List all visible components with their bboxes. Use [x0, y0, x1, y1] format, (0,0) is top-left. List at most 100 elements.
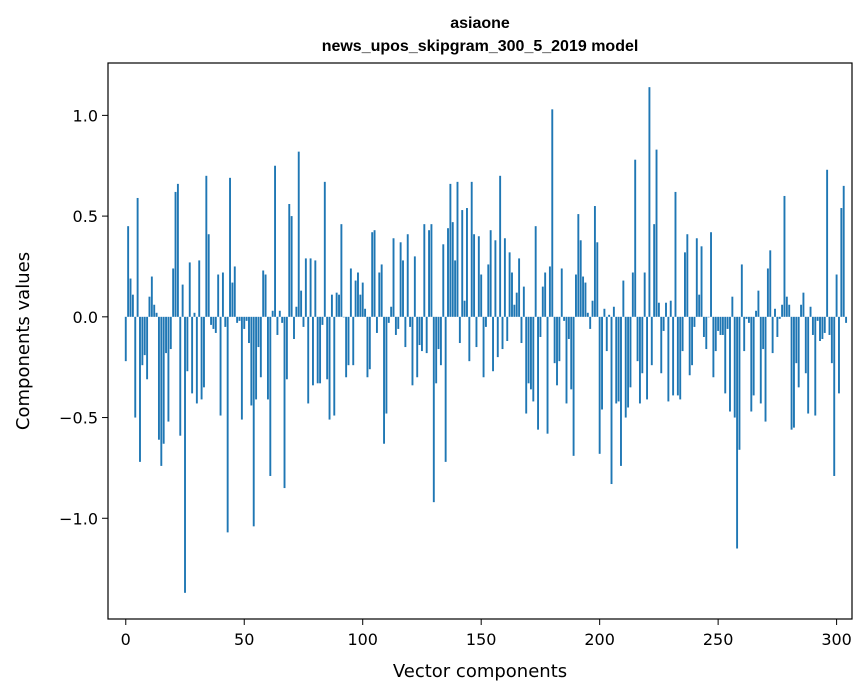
- bar-154: [489, 230, 492, 317]
- bar-280: [788, 304, 791, 317]
- chart-subtitle: news_upos_skipgram_300_5_2019 model: [322, 38, 639, 55]
- bar-254: [726, 316, 729, 329]
- bar-148: [475, 316, 478, 348]
- bar-252: [721, 316, 724, 335]
- bar-135: [444, 316, 447, 462]
- bar-160: [503, 238, 506, 317]
- bar-59: [264, 274, 267, 317]
- bar-268: [759, 316, 762, 404]
- x-tick-label-50: 50: [234, 630, 254, 649]
- bar-12: [153, 304, 156, 317]
- bar-121: [411, 316, 414, 386]
- bar-55: [255, 316, 258, 400]
- bar-147: [473, 234, 476, 317]
- bar-298: [830, 316, 833, 364]
- bar-153: [487, 264, 490, 317]
- bar-237: [686, 234, 689, 317]
- bar-302: [840, 208, 843, 317]
- bar-194: [584, 282, 587, 317]
- bar-240: [693, 316, 696, 327]
- bar-133: [439, 316, 442, 366]
- bar-230: [669, 300, 672, 317]
- bar-297: [828, 316, 831, 335]
- bar-49: [240, 316, 243, 420]
- bar-105: [373, 230, 376, 317]
- bar-193: [582, 276, 585, 317]
- bar-163: [511, 272, 513, 317]
- bar-78: [309, 258, 312, 317]
- bar-3: [131, 294, 134, 317]
- bar-161: [506, 316, 509, 341]
- bar-44: [229, 177, 231, 317]
- bar-38: [214, 316, 217, 333]
- bar-270: [764, 316, 767, 422]
- bar-72: [295, 306, 298, 317]
- bar-0: [124, 316, 127, 362]
- bar-217: [638, 316, 641, 404]
- bar-188: [570, 316, 573, 390]
- bar-279: [785, 296, 788, 317]
- bar-187: [567, 316, 570, 339]
- bar-120: [409, 316, 412, 327]
- bar-64: [276, 316, 279, 335]
- bar-172: [532, 316, 535, 402]
- bar-275: [776, 316, 779, 337]
- bar-25: [184, 316, 186, 593]
- bar-238: [688, 316, 691, 376]
- bar-101: [364, 308, 367, 317]
- bar-93: [345, 316, 348, 378]
- bar-76: [304, 258, 307, 317]
- bar-289: [809, 306, 812, 317]
- bar-106: [375, 316, 378, 333]
- bar-73: [297, 151, 300, 317]
- bar-212: [627, 316, 630, 408]
- bar-81: [316, 316, 319, 384]
- bar-32: [200, 316, 203, 400]
- bar-204: [608, 314, 611, 317]
- chart-title: asiaone: [450, 15, 510, 32]
- bar-179: [548, 266, 551, 317]
- bar-85: [326, 316, 329, 380]
- bar-146: [470, 181, 473, 317]
- bar-7: [141, 316, 144, 366]
- bar-56: [257, 316, 260, 348]
- bar-253: [724, 316, 727, 394]
- bar-285: [800, 304, 803, 317]
- y-tick-label-0: −1.0: [59, 509, 98, 528]
- bar-242: [698, 294, 701, 317]
- bar-271: [766, 268, 769, 317]
- bar-140: [456, 181, 459, 317]
- bar-233: [676, 316, 679, 396]
- bar-246: [707, 316, 710, 318]
- bar-67: [283, 316, 286, 489]
- bar-231: [672, 316, 675, 396]
- bar-23: [179, 316, 182, 436]
- bar-266: [755, 310, 757, 317]
- bar-114: [394, 316, 397, 335]
- bar-20: [172, 268, 175, 317]
- bar-50: [243, 316, 246, 329]
- bar-197: [591, 300, 594, 317]
- bar-33: [203, 316, 205, 388]
- bar-103: [368, 316, 371, 370]
- y-tick-label-3: 0.5: [73, 207, 98, 226]
- bar-178: [546, 316, 549, 434]
- bar-293: [819, 316, 821, 341]
- bar-251: [719, 316, 722, 335]
- bar-218: [641, 316, 644, 374]
- bar-70: [290, 216, 293, 317]
- bar-151: [482, 316, 485, 378]
- bar-213: [629, 316, 632, 388]
- bar-8: [143, 316, 146, 356]
- bar-36: [210, 316, 213, 325]
- y-axis-label: Components values: [13, 252, 34, 430]
- bar-294: [821, 316, 824, 339]
- bar-248: [712, 316, 715, 378]
- bar-143: [463, 300, 466, 317]
- bar-192: [579, 240, 582, 317]
- bar-136: [447, 228, 449, 317]
- bar-17: [165, 316, 167, 354]
- bar-299: [833, 316, 836, 476]
- bar-87: [330, 294, 333, 317]
- bar-250: [717, 316, 720, 331]
